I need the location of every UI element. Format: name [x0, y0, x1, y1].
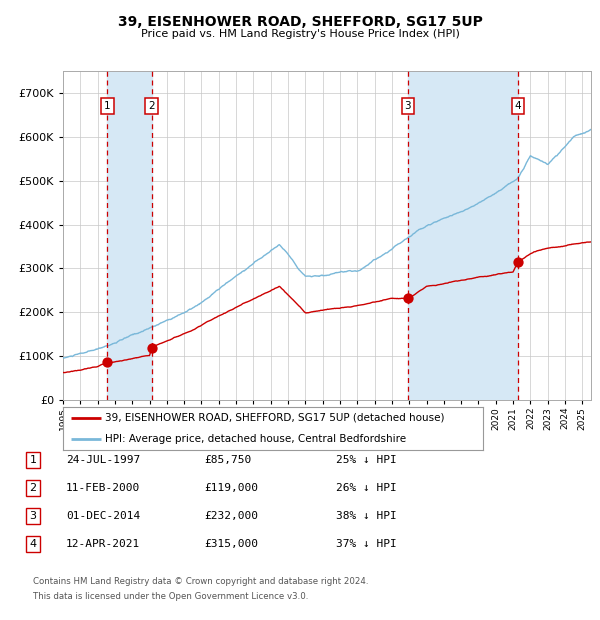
Text: Price paid vs. HM Land Registry's House Price Index (HPI): Price paid vs. HM Land Registry's House … [140, 29, 460, 39]
Text: 2: 2 [29, 483, 37, 493]
Text: 38% ↓ HPI: 38% ↓ HPI [336, 511, 397, 521]
Text: Contains HM Land Registry data © Crown copyright and database right 2024.: Contains HM Land Registry data © Crown c… [33, 577, 368, 586]
Text: 1: 1 [29, 455, 37, 465]
Text: £119,000: £119,000 [204, 483, 258, 493]
Text: 1: 1 [104, 101, 110, 111]
Bar [107, 71, 152, 400]
Point [513, 257, 523, 267]
Text: 01-DEC-2014: 01-DEC-2014 [66, 511, 140, 521]
Text: This data is licensed under the Open Government Licence v3.0.: This data is licensed under the Open Gov… [33, 592, 308, 601]
Text: 39, EISENHOWER ROAD, SHEFFORD, SG17 5UP: 39, EISENHOWER ROAD, SHEFFORD, SG17 5UP [118, 16, 482, 30]
Text: 3: 3 [404, 101, 411, 111]
Text: 2: 2 [148, 101, 155, 111]
Text: 24-JUL-1997: 24-JUL-1997 [66, 455, 140, 465]
Text: 37% ↓ HPI: 37% ↓ HPI [336, 539, 397, 549]
Text: £232,000: £232,000 [204, 511, 258, 521]
Text: £85,750: £85,750 [204, 455, 251, 465]
Text: 11-FEB-2000: 11-FEB-2000 [66, 483, 140, 493]
Point [103, 357, 112, 367]
Text: 26% ↓ HPI: 26% ↓ HPI [336, 483, 397, 493]
Bar [408, 71, 518, 400]
Point [403, 293, 413, 303]
Text: 3: 3 [29, 511, 37, 521]
Text: 4: 4 [29, 539, 37, 549]
Point [147, 343, 157, 353]
Text: 25% ↓ HPI: 25% ↓ HPI [336, 455, 397, 465]
Text: 39, EISENHOWER ROAD, SHEFFORD, SG17 5UP (detached house): 39, EISENHOWER ROAD, SHEFFORD, SG17 5UP … [105, 413, 445, 423]
Text: £315,000: £315,000 [204, 539, 258, 549]
Text: HPI: Average price, detached house, Central Bedfordshire: HPI: Average price, detached house, Cent… [105, 434, 406, 444]
Text: 12-APR-2021: 12-APR-2021 [66, 539, 140, 549]
Text: 4: 4 [515, 101, 521, 111]
